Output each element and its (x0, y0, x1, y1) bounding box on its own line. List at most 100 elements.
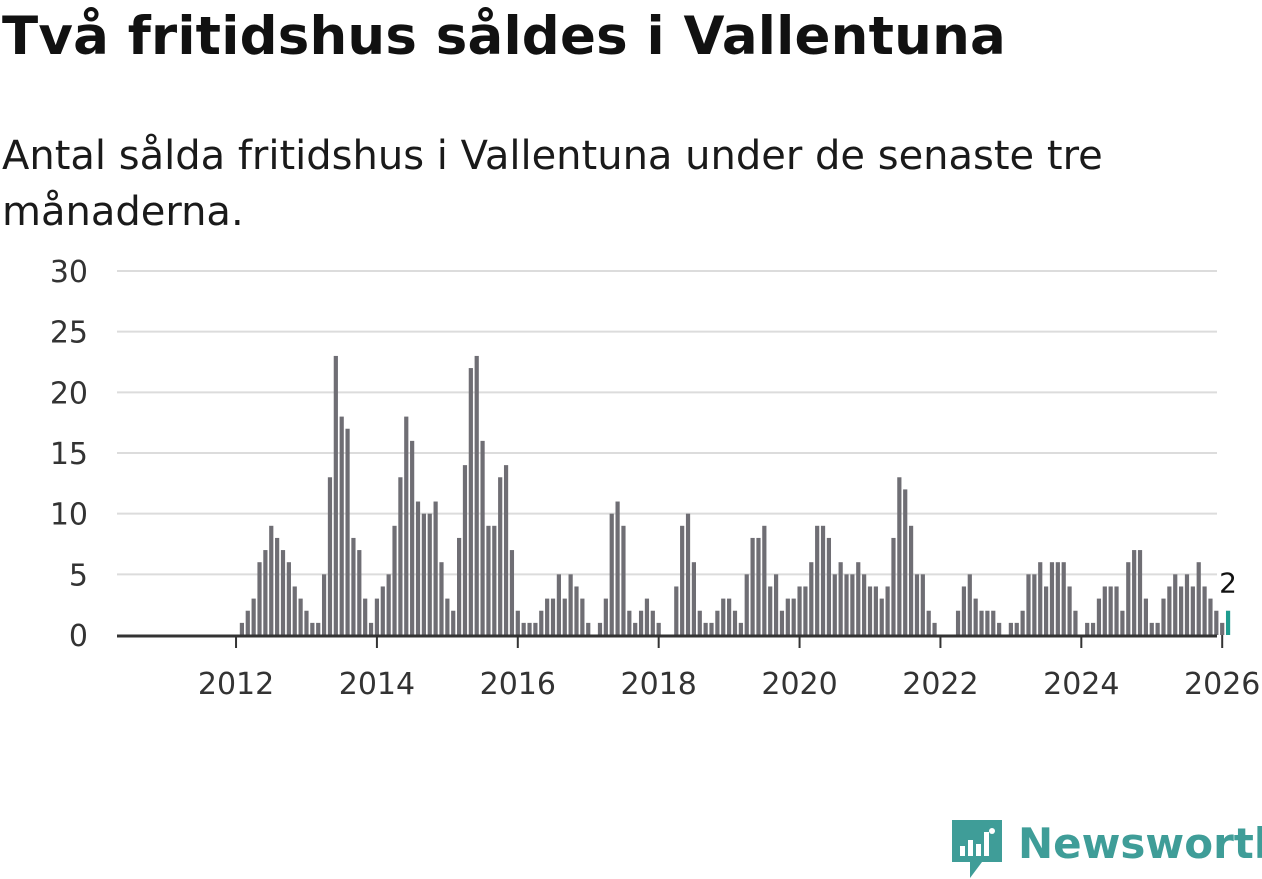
x-tick-label: 2024 (1043, 667, 1119, 702)
bar (503, 465, 509, 635)
bar (1143, 598, 1148, 635)
annotations: 2 (1219, 567, 1237, 600)
bar (1044, 586, 1049, 635)
y-tick-label: 15 (50, 437, 88, 472)
bar (351, 537, 356, 635)
bar (498, 477, 503, 635)
bar (357, 550, 362, 635)
bar (275, 537, 280, 635)
bar (691, 562, 696, 635)
bar (445, 598, 450, 635)
bar (316, 622, 321, 635)
bar (609, 513, 614, 635)
bar (521, 622, 526, 635)
bar (985, 610, 990, 635)
bar (333, 355, 338, 635)
x-tick-label: 2016 (480, 667, 556, 702)
y-tick-label: 10 (50, 498, 88, 533)
y-tick-label: 30 (50, 255, 88, 290)
bar (1014, 622, 1019, 635)
bar (410, 440, 415, 635)
bar (627, 610, 632, 635)
bar (515, 610, 520, 635)
bar (744, 574, 749, 635)
bar (386, 574, 391, 635)
bar (1061, 562, 1066, 635)
chart-title: Två fritidshus såldes i Vallentuna (2, 6, 1006, 67)
bar (550, 598, 556, 635)
bar (1173, 574, 1178, 635)
bar (286, 562, 291, 635)
x-tick-label: 2014 (339, 667, 415, 702)
bar (1155, 622, 1160, 635)
x-tick-label: 2026 (1184, 667, 1260, 702)
bar (1038, 562, 1043, 635)
bar (1214, 610, 1219, 635)
bar (1096, 598, 1102, 635)
bar (1220, 622, 1225, 635)
bar (633, 622, 638, 635)
bar (415, 501, 421, 635)
bar (245, 610, 250, 635)
newsworthy-logo: Newsworthy (948, 818, 1262, 878)
bar (732, 610, 738, 635)
bar (832, 574, 837, 635)
bar (773, 574, 779, 635)
bar (1008, 622, 1013, 635)
bar (768, 586, 773, 635)
bar (562, 598, 567, 635)
chart-subtitle: Antal sålda fritidshus i Vallentuna unde… (2, 133, 1103, 235)
bar (756, 537, 761, 635)
bar (1032, 574, 1037, 635)
bar (873, 586, 878, 635)
bar (721, 598, 726, 635)
bar (885, 586, 890, 635)
bar (709, 622, 714, 635)
bar (903, 489, 908, 635)
bar (850, 574, 855, 635)
bar-latest (1225, 610, 1231, 635)
bar (468, 368, 473, 635)
bar (844, 574, 849, 635)
bar (826, 537, 832, 635)
bar (820, 525, 826, 635)
bar (380, 586, 385, 635)
bar (527, 622, 532, 635)
bar (580, 598, 585, 635)
bar (1184, 574, 1190, 635)
bar (509, 550, 515, 635)
bar (997, 622, 1002, 635)
bar (1120, 610, 1125, 635)
bar (738, 622, 743, 635)
bar (1067, 586, 1072, 635)
bar (715, 610, 720, 635)
bar (603, 598, 608, 635)
x-axis (117, 634, 1224, 648)
y-tick-label: 25 (50, 316, 88, 351)
bar (427, 513, 432, 635)
bar (480, 440, 485, 635)
x-tick-label: 2018 (621, 667, 697, 702)
bar (856, 562, 861, 635)
bar (1179, 586, 1184, 635)
bar (920, 574, 925, 635)
x-tick-label: 2020 (761, 667, 837, 702)
bar (1161, 598, 1166, 635)
bar (674, 586, 679, 635)
bar (398, 477, 403, 635)
bar (644, 598, 650, 635)
bar (1055, 562, 1060, 635)
bar (815, 525, 820, 635)
x-axis-labels: 2012 2014 2016 2018 2020 2022 2024 2026 (198, 667, 1261, 702)
bar (1090, 622, 1096, 635)
bar (1126, 562, 1131, 635)
bar (556, 574, 561, 635)
bar (1073, 610, 1078, 635)
bar (1020, 610, 1025, 635)
bar (961, 586, 967, 635)
bar (1132, 550, 1137, 635)
bar (1137, 550, 1143, 635)
bar (368, 622, 374, 635)
bar (451, 610, 456, 635)
bar (1208, 598, 1213, 635)
